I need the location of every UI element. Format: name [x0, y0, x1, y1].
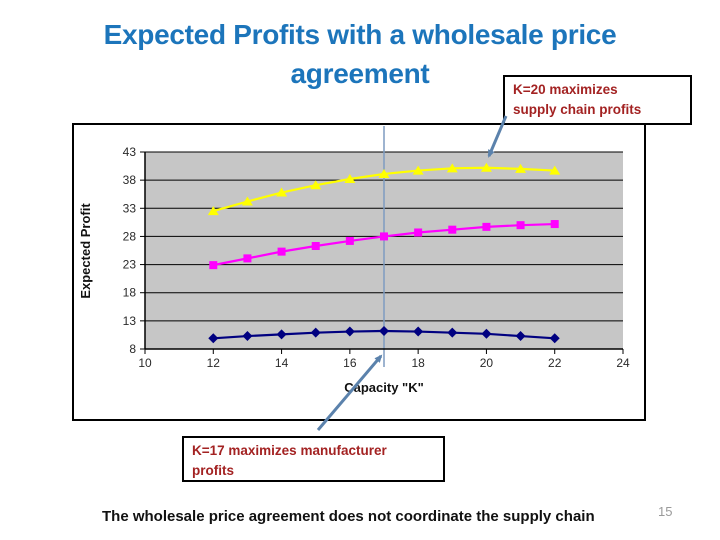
- diamond-marker: [549, 333, 560, 344]
- square-marker: [311, 241, 320, 250]
- y-tick-label: 8: [129, 342, 136, 356]
- page-title: Expected Profits with a wholesale price …: [0, 15, 720, 93]
- diamond-marker: [481, 328, 492, 339]
- square-marker: [414, 228, 423, 237]
- x-tick-label: 24: [616, 356, 630, 370]
- triangle-marker: [207, 206, 219, 216]
- square-marker: [482, 222, 491, 231]
- callout-k17-box: K=17 maximizes manufacturer profits: [182, 436, 445, 482]
- square-marker: [277, 247, 286, 256]
- x-tick-label: 22: [548, 356, 562, 370]
- diamond-marker: [344, 326, 355, 337]
- page-title-line2: agreement: [290, 58, 430, 89]
- y-axis-title: Expected Profit: [78, 203, 93, 299]
- x-tick-label: 20: [480, 356, 494, 370]
- square-marker: [209, 261, 218, 270]
- y-tick-label: 43: [123, 145, 137, 159]
- square-marker: [448, 225, 457, 234]
- page-number: 15: [658, 504, 673, 519]
- square-marker: [345, 236, 354, 245]
- diamond-marker: [515, 331, 526, 342]
- y-tick-label: 13: [123, 314, 137, 328]
- diamond-marker: [447, 327, 458, 338]
- footer-note: The wholesale price agreement does not c…: [102, 508, 595, 525]
- chart-frame: 8 13 18 23 28 33 38 43 10 12 14 16 18 20 22 24 Capacity …: [72, 123, 646, 421]
- y-tick-label: 28: [123, 229, 137, 243]
- series-yellow-triangles: [207, 162, 561, 216]
- triangle-marker: [241, 196, 253, 206]
- triangle-marker: [344, 174, 356, 184]
- callout-k20-box: K=20 maximizes supply chain profits: [503, 75, 692, 125]
- callout-k17-line1: K=17 maximizes manufacturer: [192, 443, 387, 458]
- y-tick-label: 33: [123, 201, 137, 215]
- triangle-marker: [412, 165, 424, 175]
- x-tick-label: 10: [138, 356, 152, 370]
- triangle-marker: [378, 168, 390, 178]
- y-tick-label: 18: [123, 286, 137, 300]
- series-navy-diamonds: [208, 325, 560, 344]
- callout-k17-line2: profits: [192, 463, 234, 478]
- square-marker: [516, 221, 525, 230]
- diamond-marker: [310, 327, 321, 338]
- triangle-marker: [515, 163, 527, 173]
- diamond-marker: [379, 325, 389, 336]
- callout-k20-line1: K=20 maximizes: [513, 82, 618, 97]
- diamond-marker: [413, 326, 424, 337]
- triangle-marker: [446, 163, 458, 173]
- profit-chart-svg: 8 13 18 23 28 33 38 43 10 12 14 16 18 20 22 24 Capacity …: [78, 126, 630, 395]
- square-marker: [243, 254, 252, 263]
- x-axis-title: Capacity "K": [344, 380, 424, 395]
- triangle-marker: [480, 162, 492, 172]
- diamond-marker: [242, 331, 253, 342]
- y-tick-label: 23: [123, 258, 137, 272]
- x-tick-label: 18: [411, 356, 425, 370]
- diamond-marker: [276, 329, 287, 340]
- callout-k20-line2: supply chain profits: [513, 102, 642, 117]
- square-marker: [380, 232, 388, 241]
- x-tick-label: 14: [275, 356, 289, 370]
- triangle-marker: [310, 180, 322, 190]
- triangle-marker: [276, 187, 288, 197]
- page-title-line1: Expected Profits with a wholesale price: [103, 19, 617, 50]
- series-magenta-squares: [209, 220, 559, 270]
- y-tick-label: 38: [123, 173, 137, 187]
- diamond-marker: [208, 333, 219, 344]
- square-marker: [550, 220, 559, 229]
- triangle-marker: [549, 165, 561, 175]
- x-tick-label: 12: [207, 356, 221, 370]
- x-tick-label: 16: [343, 356, 357, 370]
